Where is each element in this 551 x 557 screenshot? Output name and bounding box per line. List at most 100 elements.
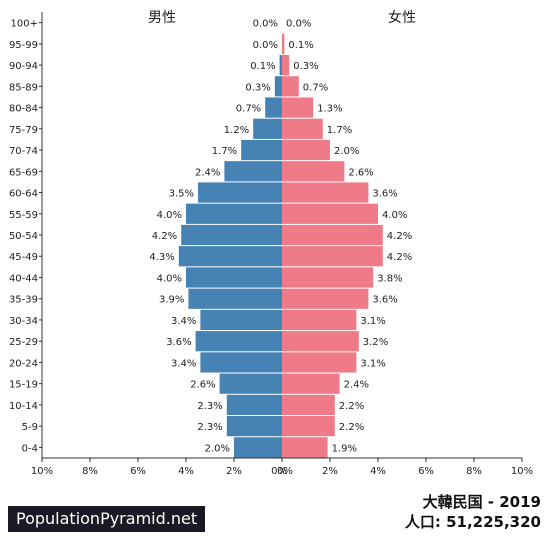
- male-bar-80-84: [265, 97, 282, 118]
- female-value-label: 3.1%: [360, 316, 385, 327]
- age-group-label: 90-94: [9, 61, 38, 72]
- male-bar-55-59: [186, 203, 282, 224]
- female-bar-5-9: [282, 416, 335, 437]
- x-tick-label-right: 0%: [277, 466, 293, 477]
- male-bar-50-54: [181, 224, 282, 246]
- female-value-label: 0.3%: [293, 61, 318, 72]
- age-group-label: 0-4: [22, 443, 38, 454]
- x-tick-label-left: 2%: [226, 466, 242, 477]
- female-value-label: 0.7%: [303, 82, 328, 93]
- male-value-label: 0.3%: [245, 82, 270, 93]
- age-group-label: 70-74: [9, 146, 38, 157]
- female-series-label: 女性: [388, 9, 416, 26]
- x-tick-label-left: 6%: [130, 466, 146, 477]
- female-bar-35-39: [282, 288, 369, 309]
- male-value-label: 3.5%: [169, 189, 194, 200]
- male-value-label: 3.4%: [171, 316, 196, 327]
- age-group-label: 75-79: [9, 125, 38, 136]
- female-bar-50-54: [282, 224, 383, 246]
- x-tick-label-right: 6%: [418, 466, 434, 477]
- female-value-label: 3.6%: [372, 295, 397, 306]
- age-group-labels: 0-4 5-9 10-14 15-19 20-24 25-29 30-34 35-39 40-4…: [9, 19, 38, 455]
- male-bar-35-39: [188, 288, 282, 309]
- age-group-label: 80-84: [9, 104, 38, 115]
- male-value-label: 0.0%: [253, 19, 278, 30]
- male-value-label: 2.4%: [195, 167, 220, 178]
- male-bar-75-79: [253, 118, 282, 139]
- male-bar-45-49: [178, 246, 282, 267]
- age-group-label: 95-99: [9, 40, 38, 51]
- age-group-label: 65-69: [9, 167, 38, 178]
- chart-title: 大韓民国 - 2019: [422, 493, 541, 511]
- female-value-label: 0.0%: [286, 19, 311, 30]
- female-bar-25-29: [282, 331, 359, 352]
- female-value-label: 1.7%: [327, 125, 352, 136]
- male-value-label: 1.2%: [224, 125, 249, 136]
- age-group-label: 40-44: [9, 273, 38, 284]
- male-bar-20-24: [200, 352, 282, 373]
- female-value-label: 3.8%: [377, 273, 402, 284]
- female-value-label: 4.2%: [387, 252, 412, 263]
- x-tick-label-right: 10%: [511, 466, 533, 477]
- male-value-label: 3.6%: [166, 337, 191, 348]
- female-value-label: 4.2%: [387, 231, 412, 242]
- female-value-label: 3.1%: [360, 358, 385, 369]
- male-value-label: 2.6%: [190, 380, 215, 391]
- female-value-label: 2.2%: [339, 401, 364, 412]
- population-total: 人口: 51,225,320: [404, 513, 541, 531]
- male-bar-70-74: [241, 139, 282, 161]
- x-tick-label-left: 0%: [271, 466, 287, 477]
- male-bars: [178, 54, 282, 458]
- age-group-label: 55-59: [9, 210, 38, 221]
- male-bar-60-64: [198, 182, 282, 203]
- x-tick-label-right: 8%: [466, 466, 482, 477]
- age-group-label: 100+: [11, 19, 38, 30]
- male-value-label: 2.3%: [197, 422, 222, 433]
- female-bar-15-19: [282, 373, 340, 394]
- female-value-label: 0.1%: [288, 40, 313, 51]
- axes: 10% 8% 6% 4% 2% 0%0% 2% 4% 6% 8% 10%: [31, 12, 533, 477]
- female-bar-45-49: [282, 246, 383, 267]
- brand-logo[interactable]: PopulationPyramid.net: [8, 506, 206, 532]
- age-group-label: 60-64: [9, 189, 38, 200]
- age-group-label: 85-89: [9, 82, 38, 93]
- female-bar-90-94: [282, 54, 290, 76]
- female-bar-55-59: [282, 203, 378, 224]
- female-value-label: 1.9%: [332, 443, 357, 454]
- female-bar-10-14: [282, 394, 335, 416]
- female-bar-30-34: [282, 309, 357, 331]
- male-value-label: 2.0%: [205, 443, 230, 454]
- female-value-label: 2.4%: [344, 380, 369, 391]
- male-bar-30-34: [200, 309, 282, 331]
- x-tick-label-left: 4%: [178, 466, 194, 477]
- female-bar-95-99: [282, 33, 285, 54]
- x-tick-label-left: 8%: [82, 466, 98, 477]
- male-value-label: 2.3%: [197, 401, 222, 412]
- female-value-label: 4.0%: [382, 210, 407, 221]
- female-value-label: 2.0%: [334, 146, 359, 157]
- male-value-label: 3.9%: [159, 295, 184, 306]
- female-bar-20-24: [282, 352, 357, 373]
- female-value-label: 2.2%: [339, 422, 364, 433]
- male-bar-85-89: [274, 76, 282, 97]
- age-group-label: 25-29: [9, 337, 38, 348]
- age-group-label: 30-34: [9, 316, 38, 327]
- male-bar-0-4: [234, 437, 282, 458]
- male-value-label: 0.7%: [236, 104, 261, 115]
- female-bar-70-74: [282, 139, 330, 161]
- female-bar-0-4: [282, 437, 328, 458]
- male-value-label: 4.2%: [152, 231, 177, 242]
- male-value-label: 4.3%: [149, 252, 174, 263]
- age-group-label: 10-14: [9, 401, 38, 412]
- x-tick-label-right: 4%: [370, 466, 386, 477]
- male-value-label: 0.1%: [250, 61, 275, 72]
- age-group-label: 15-19: [9, 380, 38, 391]
- age-group-label: 35-39: [9, 295, 38, 306]
- female-bar-60-64: [282, 182, 369, 203]
- female-bar-80-84: [282, 97, 314, 118]
- female-value-label: 1.3%: [317, 104, 342, 115]
- male-value-label: 0.0%: [253, 40, 278, 51]
- female-bar-65-69: [282, 161, 345, 182]
- female-bar-75-79: [282, 118, 323, 139]
